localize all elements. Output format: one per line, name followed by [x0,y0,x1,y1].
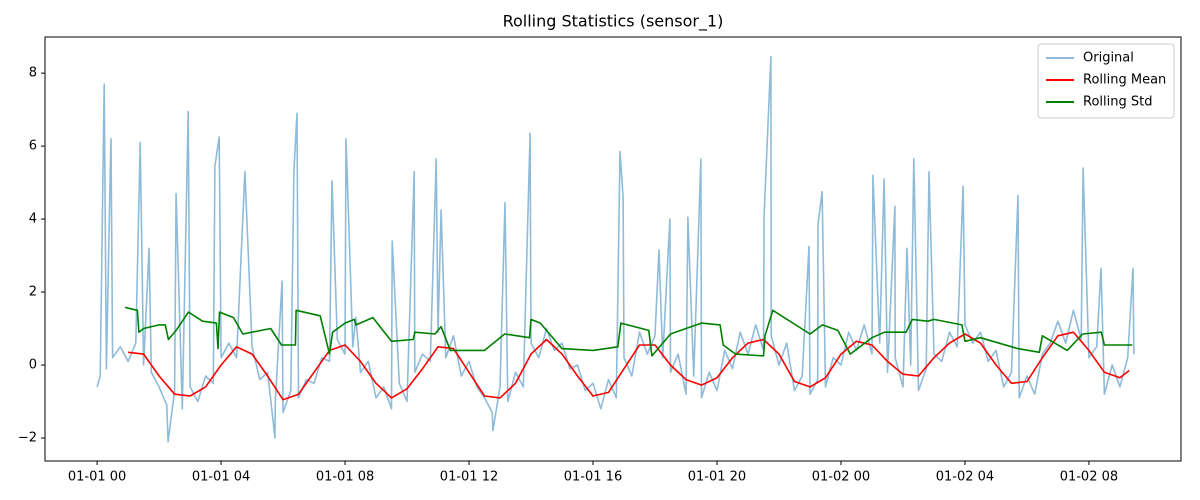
y-tick-label: 2 [29,285,37,300]
series-line [96,55,1135,443]
y-tick-label: 6 [29,139,37,154]
x-tick-label: 01-01 20 [688,470,746,485]
y-tick-label: 8 [29,66,37,81]
series-line [128,331,1130,401]
x-tick-label: 01-02 04 [936,470,994,485]
legend-label: Original [1083,51,1134,66]
y-tick-label: −2 [18,431,37,446]
x-tick-label: 01-01 00 [68,470,126,485]
y-tick-label: 0 [29,358,37,373]
series-line [124,306,1133,357]
legend-box [1037,43,1175,119]
x-tick-label: 01-01 12 [440,470,498,485]
chart-title: Rolling Statistics (sensor_1) [503,12,724,32]
x-tick-label: 01-02 08 [1060,470,1118,485]
x-tick-label: 01-01 16 [564,470,622,485]
y-tick-label: 4 [29,212,37,227]
plot-frame [44,36,1182,462]
x-tick-label: 01-02 00 [812,470,870,485]
x-tick-label: 01-01 08 [316,470,374,485]
legend-label: Rolling Mean [1083,73,1166,88]
legend-label: Rolling Std [1083,95,1152,110]
x-tick-label: 01-01 04 [192,470,250,485]
